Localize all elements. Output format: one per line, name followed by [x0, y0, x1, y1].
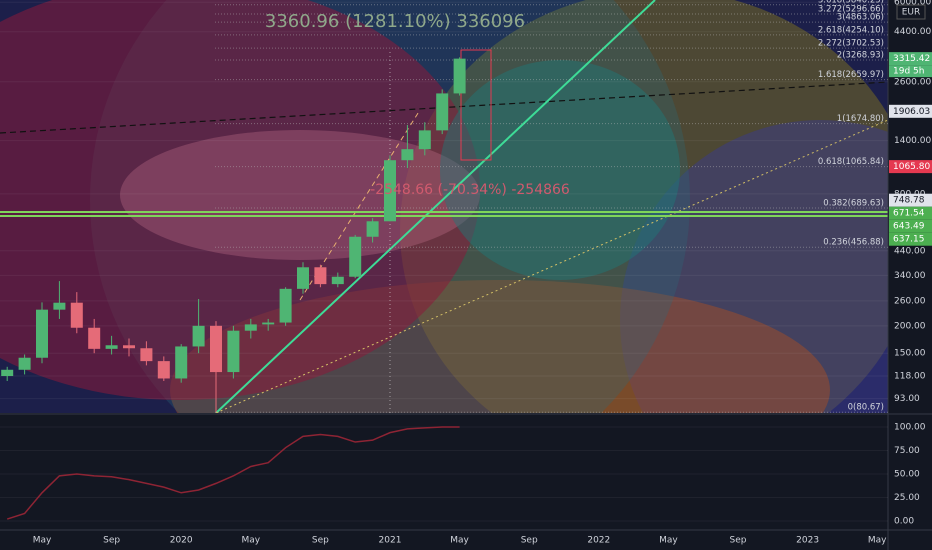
y-tick-label: 6000.00: [894, 0, 931, 8]
shape: [440, 60, 680, 280]
candle-body: [418, 130, 431, 150]
candle-body: [210, 325, 222, 373]
x-tick-label: 2021: [379, 536, 402, 546]
candle-body: [262, 322, 275, 325]
price-tag-label: 1065.80: [893, 162, 930, 172]
candle-body: [366, 221, 379, 237]
candle-body: [384, 160, 396, 222]
fib-label: 0(80.67): [848, 403, 884, 413]
candle-body: [36, 309, 48, 358]
candle-body: [453, 58, 466, 94]
candle-body: [279, 288, 292, 323]
price-tag-label: 637.15: [893, 235, 925, 245]
fib-label: 0.236(456.88): [823, 238, 884, 248]
osc-tick-label: 100.00: [894, 422, 926, 432]
currency[interactable]: EUR: [902, 8, 921, 18]
fib-label: 1.618(2659.97): [818, 70, 884, 80]
annotation: 3360.96 (1281.10%) 336096: [265, 11, 525, 32]
y-tick-label: 150.00: [894, 349, 926, 359]
candle-body: [349, 236, 362, 277]
candle-body: [175, 346, 188, 379]
candle-body: [331, 276, 344, 285]
oscillator-line: [6, 426, 460, 520]
x-tick-label: 2022: [587, 536, 610, 546]
y-tick-label: 118.00: [894, 372, 926, 382]
plot: 3.618(5840.25)3.272(5296.66)3(4863.06) 2.…: [0, 0, 888, 413]
x-tick-label: May: [241, 536, 260, 546]
fib-label: 3.618(5840.25): [818, 0, 884, 5]
fib-label: 0.618(1065.84): [818, 157, 884, 167]
candle-body: [192, 325, 205, 347]
annotation: -2548.66 (-70.34%) -254866: [370, 182, 570, 198]
trend-line: [215, 119, 888, 413]
candle-body: [123, 345, 135, 349]
x-tick-label: Sep: [103, 536, 120, 546]
x-tick-label: Sep: [312, 536, 329, 546]
y-tick-label: 93.00: [894, 394, 920, 404]
fib-label: 1(1674.80): [837, 114, 884, 124]
candle-body: [401, 149, 414, 161]
x-tick-label: May: [33, 536, 52, 546]
price-tag-label: 1906.03: [893, 107, 930, 117]
oscillator-pane: [0, 415, 888, 530]
fib-label: 2.272(3702.53): [818, 39, 884, 49]
price-tag: [889, 206, 932, 220]
candle-body: [18, 357, 31, 370]
fib-label: 2.618(4254.10): [818, 25, 884, 35]
y-tick-label: 1400.00: [894, 136, 931, 146]
osc-tick-label: 50.00: [894, 469, 920, 479]
osc-tick-label: 0.00: [894, 516, 914, 526]
x-tick-label: 2023: [796, 536, 819, 546]
candle-body: [1, 369, 14, 377]
candle-body: [157, 361, 170, 379]
candle-body: [297, 267, 309, 289]
y-tick-label: 440.00: [894, 246, 926, 256]
countdown: 19d 5h: [893, 67, 924, 77]
candle-body: [140, 348, 153, 362]
x-tick-label: May: [659, 536, 678, 546]
x-tick-label: May: [450, 536, 469, 546]
x-tick-label: Sep: [521, 536, 538, 546]
candle-body: [436, 93, 449, 131]
candle-body: [314, 267, 327, 285]
trend-line: [215, 0, 656, 413]
currency-box[interactable]: [896, 4, 926, 20]
y-tick-label: 340.00: [894, 271, 926, 281]
price-tag: [889, 160, 932, 174]
fib-label: 2(3268.93): [837, 50, 884, 60]
price-tag: [889, 232, 932, 246]
fib-label: 3(4863.06): [837, 13, 884, 23]
osc-tick-label: 75.00: [894, 446, 920, 456]
y-tick-label: 200.00: [894, 321, 926, 331]
candle-body: [53, 302, 66, 310]
x-tick-label: Sep: [730, 536, 747, 546]
price-tag-label: 643.49: [893, 222, 925, 232]
fib-label: 3.272(5296.66): [818, 5, 884, 15]
price-tag-label: 3315.42: [893, 54, 930, 64]
candle-body: [105, 345, 118, 349]
candle-body: [88, 327, 101, 349]
y-tick-label: 2600.00: [894, 77, 931, 87]
candle-body: [227, 330, 240, 373]
price-tag-label: 748.78: [893, 196, 925, 206]
candle-body: [244, 324, 257, 331]
y-tick-label: 4400.00: [894, 27, 931, 37]
price-tag: [889, 104, 932, 118]
countdown-box: [889, 65, 932, 78]
shape: [0, 0, 480, 400]
x-tick-label: 2020: [170, 536, 193, 546]
price-tag: [889, 52, 932, 66]
candle-body: [70, 302, 83, 328]
fib-label: 0.382(689.63): [823, 199, 884, 209]
price-tag-label: 671.54: [893, 209, 925, 219]
y-tick-label: 260.00: [894, 296, 926, 306]
price-tag: [889, 219, 932, 233]
x-tick-label: May: [868, 536, 887, 546]
price-tag: [889, 193, 932, 207]
osc-tick-label: 25.00: [894, 493, 920, 503]
measure-box: [460, 49, 492, 161]
shape: [620, 120, 888, 413]
